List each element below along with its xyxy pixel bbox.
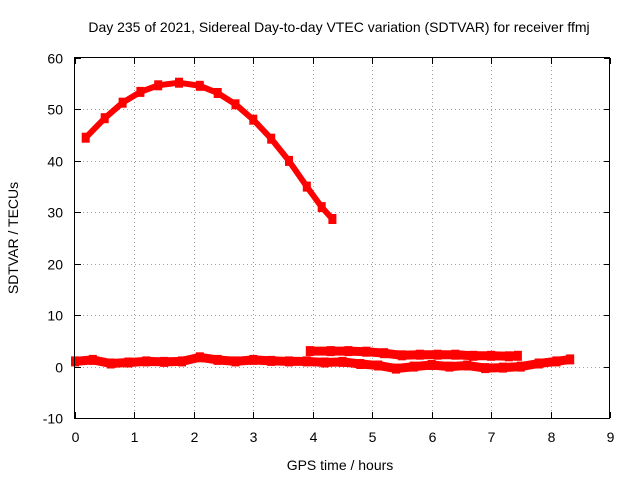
data-point [195, 352, 204, 363]
data-point [326, 346, 335, 357]
y-tick-label: -10 [43, 411, 63, 427]
chart-title: Day 235 of 2021, Sidereal Day-to-day VTE… [88, 19, 589, 35]
data-point [320, 357, 329, 368]
data-point [106, 358, 115, 369]
data-point [445, 361, 454, 372]
data-point [380, 348, 389, 359]
data-point [356, 359, 365, 369]
data-point [463, 360, 472, 371]
data-point [499, 362, 507, 373]
tick-layer: 0 1 2 3 4 5 6 7 8 9 -10 0 10 20 30 40 50 60 [43, 51, 615, 446]
data-point [100, 113, 109, 124]
data-point [267, 133, 276, 144]
data-point [213, 354, 222, 365]
x-tick-label: 8 [548, 429, 556, 445]
data-point [392, 363, 400, 374]
data-point [175, 77, 183, 88]
data-point [397, 350, 406, 361]
data-point [305, 346, 314, 357]
y-tick-label: 50 [47, 102, 63, 118]
data-point [136, 86, 145, 97]
data-point [566, 354, 575, 365]
data-point [481, 363, 490, 374]
data-point [516, 361, 525, 372]
y-tick-label: 30 [47, 205, 63, 221]
series-high-arc [81, 77, 337, 224]
data-point [427, 360, 436, 370]
data-point [433, 349, 442, 360]
y-tick-label: 10 [47, 308, 63, 324]
data-point [302, 356, 311, 367]
x-tick-label: 2 [191, 429, 199, 445]
data-point [534, 358, 543, 369]
x-tick-label: 4 [310, 429, 318, 445]
y-tick-label: 0 [55, 360, 63, 376]
data-point [231, 356, 240, 367]
series-low-band-b [305, 346, 522, 362]
series-line [309, 346, 519, 361]
x-tick-label: 3 [250, 429, 258, 445]
data-point [469, 350, 478, 361]
data-point [317, 202, 326, 213]
data-point [124, 357, 133, 368]
plot-frame [74, 57, 610, 419]
x-axis-label: GPS time / hours [287, 457, 394, 473]
x-tick-label: 7 [488, 429, 496, 445]
x-tick-label: 5 [369, 429, 377, 445]
data-point [88, 354, 97, 365]
data-point [552, 356, 561, 367]
data-point [160, 356, 169, 367]
data-point [344, 346, 353, 357]
data-point [267, 355, 276, 366]
data-point [415, 349, 424, 360]
data-point [513, 350, 522, 361]
data-point [285, 356, 293, 367]
y-axis-label: SDTVAR / TECUs [5, 182, 21, 294]
x-tick-label: 0 [72, 429, 80, 445]
data-point [362, 346, 371, 357]
x-tick-label: 1 [131, 429, 139, 445]
data-point [302, 181, 311, 192]
data-point [142, 356, 151, 367]
data-point [154, 80, 163, 91]
data-point [249, 354, 258, 365]
data-point [451, 349, 460, 360]
data-point [409, 361, 418, 372]
data-point [338, 356, 347, 367]
y-tick-label: 20 [47, 257, 63, 273]
data-point [81, 132, 90, 143]
data-point [285, 155, 293, 166]
data-point [178, 356, 186, 367]
data-point [195, 80, 204, 91]
y-tick-label: 40 [47, 154, 63, 170]
data-point [213, 88, 222, 98]
series-low-band-a [71, 352, 575, 374]
x-tick-label: 9 [607, 429, 615, 445]
data-point [231, 99, 240, 110]
data-point [118, 97, 127, 108]
data-point [487, 350, 496, 361]
y-tick-label: 60 [47, 51, 63, 67]
series-layer [71, 77, 575, 374]
data-point [374, 360, 383, 371]
data-point [504, 351, 513, 362]
x-tick-label: 6 [429, 429, 437, 445]
data-point [249, 114, 258, 125]
data-point [328, 214, 337, 224]
